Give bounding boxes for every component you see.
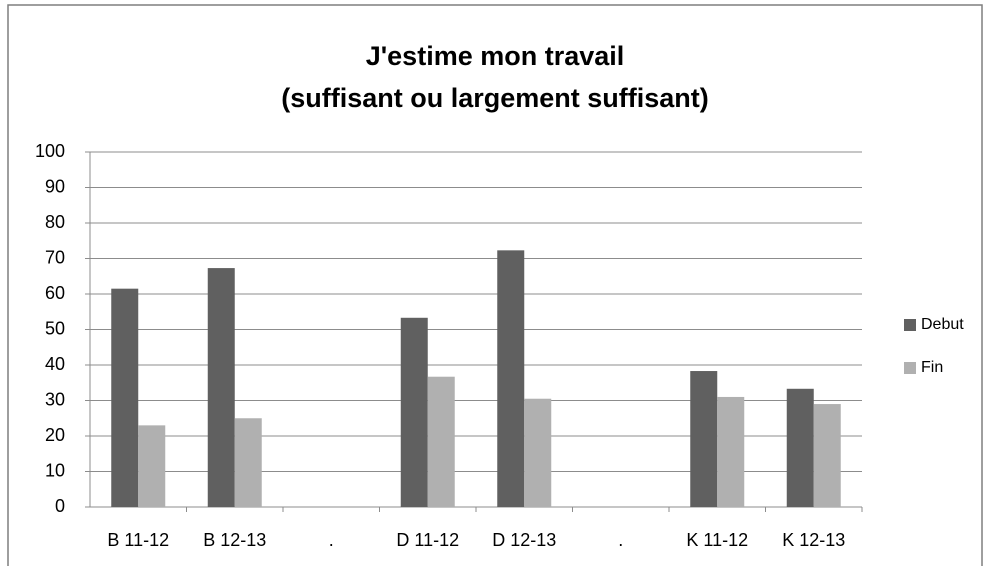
x-tick-label: D 12-13 [492, 530, 556, 550]
y-tick-label: 0 [55, 496, 65, 516]
x-tick-label: . [618, 530, 623, 550]
legend-swatch [904, 319, 916, 331]
y-tick-label: 40 [45, 354, 65, 374]
bar [813, 404, 841, 507]
x-tick-label: . [329, 530, 334, 550]
bar [427, 376, 455, 507]
y-tick-label: 60 [45, 283, 65, 303]
bar [497, 250, 525, 507]
bar [690, 371, 718, 507]
legend-swatch [904, 362, 916, 374]
bar [717, 396, 745, 507]
y-tick-label: 70 [45, 247, 65, 267]
bar [207, 268, 235, 507]
y-tick-label: 100 [35, 141, 65, 161]
bar [400, 317, 428, 507]
bar [138, 425, 166, 507]
bar [234, 418, 262, 507]
chart-title: J'estime mon travail [366, 41, 625, 71]
x-tick-label: B 11-12 [107, 530, 169, 550]
y-tick-label: 30 [45, 389, 65, 409]
bar [111, 288, 139, 507]
y-tick-label: 90 [45, 176, 65, 196]
x-tick-label: K 12-13 [782, 530, 845, 550]
x-tick-label: D 11-12 [396, 530, 459, 550]
legend-label: Fin [921, 359, 943, 376]
bar [786, 388, 814, 507]
y-tick-label: 20 [45, 425, 65, 445]
y-tick-label: 10 [45, 460, 65, 480]
x-tick-label: K 11-12 [686, 530, 748, 550]
bar [524, 398, 552, 507]
y-tick-label: 50 [45, 318, 65, 338]
x-tick-label: B 12-13 [203, 530, 266, 550]
y-tick-label: 80 [45, 212, 65, 232]
legend-label: Debut [921, 316, 964, 333]
chart-subtitle: (suffisant ou largement suffisant) [281, 83, 709, 113]
